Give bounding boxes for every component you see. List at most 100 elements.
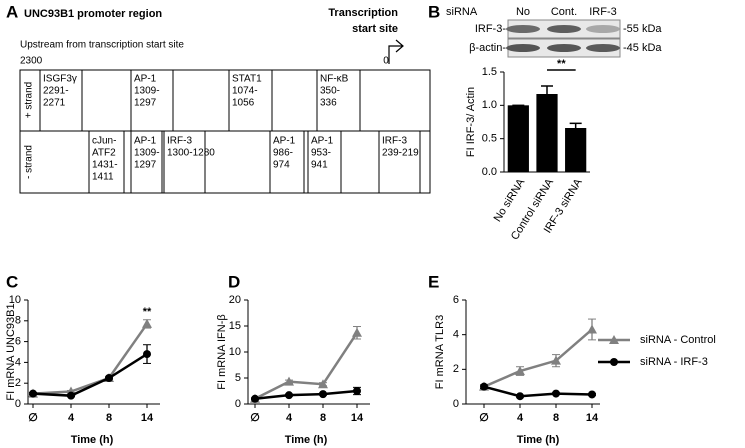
tss-label: start site	[352, 23, 398, 35]
y-tick-label: 4	[453, 329, 459, 341]
binding-site-label: AP-1	[311, 136, 334, 147]
y-axis-label: FI mRNA IFN-β	[216, 314, 228, 389]
bar	[565, 128, 587, 172]
blot-row-label: IRF-3-	[475, 23, 507, 35]
binding-site-box	[228, 69, 273, 132]
blot-size-label: -45 kDa	[623, 42, 662, 54]
marker	[319, 390, 327, 399]
x-tick-label: 8	[553, 412, 559, 424]
y-tick-label: 0	[235, 398, 241, 410]
y-tick-label: 4	[15, 356, 21, 368]
y-tick-label: 6	[453, 294, 459, 306]
blot-band	[506, 44, 540, 52]
x-axis-label: Time (h)	[517, 434, 560, 446]
strand-label: + strand	[24, 82, 35, 118]
binding-site-box	[163, 130, 206, 194]
marker	[353, 387, 361, 395]
binding-site-label: 1309-	[134, 148, 160, 159]
marker	[143, 350, 151, 359]
x-tick-label: 14	[351, 412, 364, 424]
panel-label: A	[6, 2, 18, 21]
y-tick-label: 8	[15, 315, 21, 327]
upstream-label: Upstream from transcription start site	[20, 40, 184, 51]
y-axis-label: FI mRNA UNC93B1	[5, 303, 17, 400]
y-tick-label: 1.5	[482, 66, 497, 78]
y-tick-label: 6	[15, 336, 21, 348]
binding-site-label: 2271	[43, 98, 66, 109]
x-axis-label: Time (h)	[71, 434, 114, 446]
significance-label: **	[143, 306, 152, 318]
x-axis-label: Time (h)	[285, 434, 328, 446]
binding-site-label: ISGF3γ	[43, 74, 77, 85]
start-label: 2300	[20, 56, 43, 67]
y-tick-label: 20	[229, 294, 241, 306]
strand-label: - strand	[24, 145, 35, 179]
binding-site-label: NF-κB	[320, 74, 349, 85]
binding-site-label: 239-219	[382, 148, 419, 159]
legend-marker	[609, 335, 619, 344]
blot-band	[506, 25, 540, 33]
blot-band	[547, 25, 581, 33]
x-tick-label: 4	[68, 412, 75, 424]
marker	[318, 379, 328, 389]
marker	[516, 392, 524, 401]
binding-site-label: 953-	[311, 148, 331, 159]
y-tick-label: 2	[15, 377, 21, 389]
binding-site-label: IRF-3	[382, 136, 407, 147]
marker	[251, 394, 259, 403]
series-line	[32, 353, 148, 397]
binding-site-label: IRF-3	[167, 136, 192, 147]
blot-row-label: β-actin-	[469, 42, 506, 54]
panel-label: C	[6, 272, 18, 291]
binding-site-box	[88, 130, 125, 194]
binding-site-label: 1297	[134, 160, 157, 171]
binding-site-box	[378, 130, 421, 194]
blot-header: siRNA	[446, 6, 478, 18]
x-tick-label: 4	[286, 412, 293, 424]
legend-label: siRNA - Control	[640, 334, 716, 346]
series-line	[483, 385, 593, 398]
lane-label: No	[516, 6, 530, 18]
binding-site-label: AP-1	[273, 136, 296, 147]
y-tick-label: 15	[229, 320, 241, 332]
tss-arrow	[388, 39, 404, 64]
binding-site-label: 1411	[92, 172, 114, 183]
series-line	[483, 328, 593, 388]
binding-site-box	[130, 130, 163, 194]
x-tick-label: 4	[517, 412, 524, 424]
binding-site-label: 1297	[134, 98, 157, 109]
bar	[507, 105, 529, 172]
binding-site-label: 336	[320, 98, 337, 109]
tss-label: Transcription	[328, 7, 398, 19]
y-tick-label: 5	[235, 372, 241, 384]
binding-site-label: 1074-	[232, 86, 258, 97]
blot-band	[586, 44, 620, 52]
binding-site-label: 1300-1280	[167, 148, 215, 159]
y-axis-label: FI mRNA TLR3	[434, 315, 446, 389]
binding-site-label: 1431-	[92, 160, 118, 171]
y-tick-label: 0.5	[482, 133, 497, 145]
marker	[588, 390, 596, 399]
binding-site-label: 1056	[232, 98, 255, 109]
binding-site-label: 2291-	[43, 86, 69, 97]
binding-site-label: STAT1	[232, 74, 262, 85]
series-line	[32, 323, 149, 395]
marker	[67, 391, 75, 400]
marker	[105, 374, 113, 382]
binding-site-label: 350-	[320, 86, 340, 97]
binding-site-box	[307, 130, 342, 194]
x-tick-label: ∅	[479, 412, 489, 424]
binding-site-box	[39, 69, 83, 132]
y-tick-label: 10	[9, 294, 21, 306]
blot-band	[547, 44, 581, 52]
legend-marker	[610, 358, 618, 366]
marker	[551, 355, 561, 365]
x-tick-label: ∅	[250, 412, 260, 424]
y-tick-label: 0	[15, 398, 21, 410]
y-tick-label: 2	[453, 363, 459, 375]
y-tick-label: 0.0	[482, 166, 497, 178]
x-tick-label: 8	[106, 412, 112, 424]
